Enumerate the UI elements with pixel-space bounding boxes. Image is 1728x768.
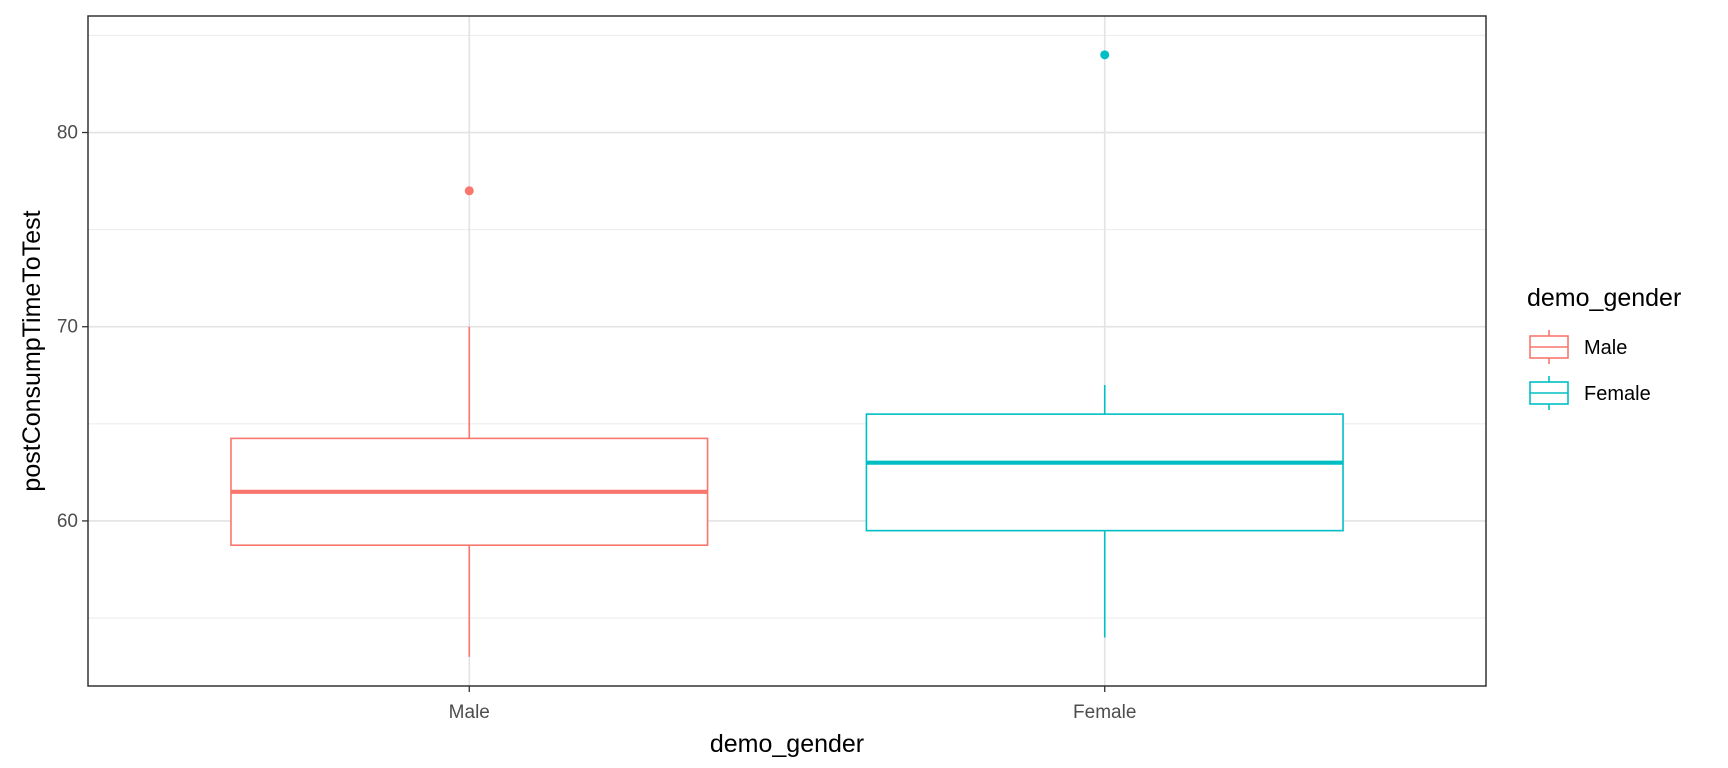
legend-key-male: Male bbox=[1529, 330, 1627, 364]
legend: demo_gender Male Female bbox=[1527, 284, 1681, 410]
plot-panel-border bbox=[87, 15, 1487, 687]
legend-label: Male bbox=[1584, 337, 1627, 359]
legend-title: demo_gender bbox=[1527, 284, 1681, 312]
y-tick-label: 80 bbox=[57, 123, 78, 144]
box-male bbox=[230, 186, 709, 657]
y-axis-title: postConsumpTimeToTest bbox=[18, 210, 46, 491]
plot-background bbox=[88, 16, 1486, 686]
outlier-point bbox=[464, 186, 474, 196]
x-axis-title: demo_gender bbox=[710, 730, 864, 758]
legend-key-female: Female bbox=[1529, 376, 1651, 410]
y-tick-label: 60 bbox=[57, 511, 78, 532]
box-female bbox=[865, 50, 1344, 638]
box-iqr bbox=[865, 413, 1344, 532]
legend-label: Female bbox=[1584, 383, 1651, 405]
x-axis-ticks: Male Female bbox=[449, 686, 1136, 723]
y-tick-label: 70 bbox=[57, 317, 78, 338]
outlier-point bbox=[1100, 50, 1110, 60]
boxes bbox=[230, 50, 1344, 657]
y-axis-ticks: 60 70 80 bbox=[57, 123, 88, 532]
x-tick-label: Female bbox=[1073, 702, 1136, 723]
x-tick-label: Male bbox=[449, 702, 490, 723]
